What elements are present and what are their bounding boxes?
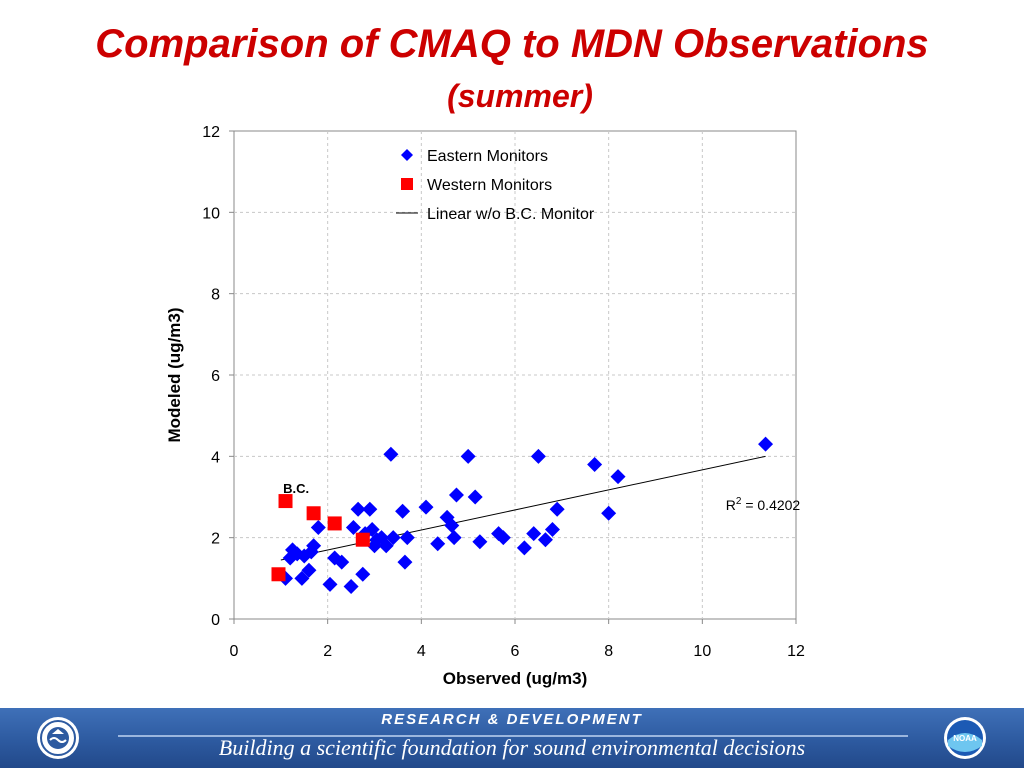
eastern-monitor-point [601,505,617,521]
western-monitor-point [306,506,321,521]
r-squared-superscript: 2 [736,496,742,507]
y-tick-label: 12 [202,124,220,141]
eastern-monitor-point [549,501,565,517]
slide-subtitle: (summer) [447,78,593,114]
legend-square-marker [401,178,413,190]
eastern-monitor-point [350,501,366,517]
scatter-chart: 0 2 4 6 8 10 12 0 2 4 6 8 10 12 Eastern Monitors Weste… [165,124,805,688]
eastern-monitor-point [530,448,546,464]
eastern-monitor-point [322,576,338,592]
y-tick-label: 6 [211,368,220,385]
y-tick-label: 8 [211,287,220,304]
annotations: B.C. R2 = 0.4202 [283,481,800,513]
eastern-monitor-point [516,540,532,556]
eastern-monitor-point [310,520,326,535]
eastern-monitor-point [385,530,401,546]
eastern-monitor-point [418,499,434,515]
eastern-monitor-point [537,532,553,548]
eastern-monitor-point [343,578,359,594]
eastern-monitor-point [345,520,361,535]
eastern-monitor-point [448,487,464,503]
eastern-monitor-point [472,534,488,550]
legend-label: Western Monitors [427,177,552,194]
data-points [271,436,774,594]
bc-annotation: B.C. [283,481,309,496]
footer-divider [118,735,908,737]
eastern-monitor-point [355,566,371,582]
x-tick-label: 0 [230,643,239,660]
eastern-monitor-point [399,530,415,546]
eastern-monitor-point [610,469,626,485]
eastern-monitor-point [294,570,310,586]
y-tick-label: 4 [211,449,220,466]
eastern-monitor-point [383,446,399,462]
legend-label: Eastern Monitors [427,148,548,165]
eastern-monitor-point [467,489,483,505]
eastern-monitor-point [444,517,460,533]
slide-title: Comparison of CMAQ to MDN Observations [95,22,929,66]
eastern-monitor-point [758,436,774,452]
x-tick-label: 10 [693,643,711,660]
eastern-monitor-point [301,562,317,578]
eastern-monitor-point [395,503,411,519]
epa-seal-icon [37,717,79,759]
noaa-logo-icon: NOAA [944,717,986,759]
x-axis-label: Observed (ug/m3) [443,669,588,688]
x-tick-label: 8 [604,643,613,660]
legend-diamond-marker [401,149,413,161]
eastern-monitor-point [544,522,560,538]
eastern-monitor-point [430,536,446,552]
western-monitor-point [271,567,286,582]
r-squared-label: R2 = 0.4202 [726,496,801,513]
legend: Eastern Monitors Western Monitors Linear w… [396,148,595,223]
eastern-monitor-point [446,530,462,546]
eastern-monitor-point [526,526,542,542]
x-tick-label: 12 [787,643,805,660]
y-axis-label: Modeled (ug/m3) [165,307,184,442]
footer-tagline: Building a scientific foundation for sou… [218,735,806,760]
r-squared-prefix: R [726,497,736,513]
y-tick-label: 0 [211,612,220,629]
western-monitor-point [327,516,342,531]
r-squared-value: = 0.4202 [741,497,800,513]
tick-labels: 0 2 4 6 8 10 12 0 2 4 6 8 10 12 [202,124,805,660]
grid-lines [229,130,797,624]
eastern-monitor-point [306,538,322,554]
legend-label: Linear w/o B.C. Monitor [427,206,595,223]
western-monitor-point [278,494,293,509]
eastern-monitor-point [460,448,476,464]
y-tick-label: 10 [202,205,220,222]
noaa-logo-text: NOAA [953,734,977,743]
x-tick-label: 6 [511,643,520,660]
eastern-monitor-point [495,530,511,546]
eastern-monitor-point [334,554,350,570]
footer-band: RESEARCH & DEVELOPMENT Building a scient… [0,708,1024,768]
eastern-monitor-point [378,538,394,554]
x-tick-label: 2 [323,643,332,660]
x-tick-label: 4 [417,643,426,660]
eastern-monitor-point [397,554,413,570]
eastern-monitor-point [587,456,603,472]
eastern-monitor-point [362,501,378,517]
y-tick-label: 2 [211,531,220,548]
western-monitor-point [355,532,370,547]
footer-heading: RESEARCH & DEVELOPMENT [381,711,643,728]
